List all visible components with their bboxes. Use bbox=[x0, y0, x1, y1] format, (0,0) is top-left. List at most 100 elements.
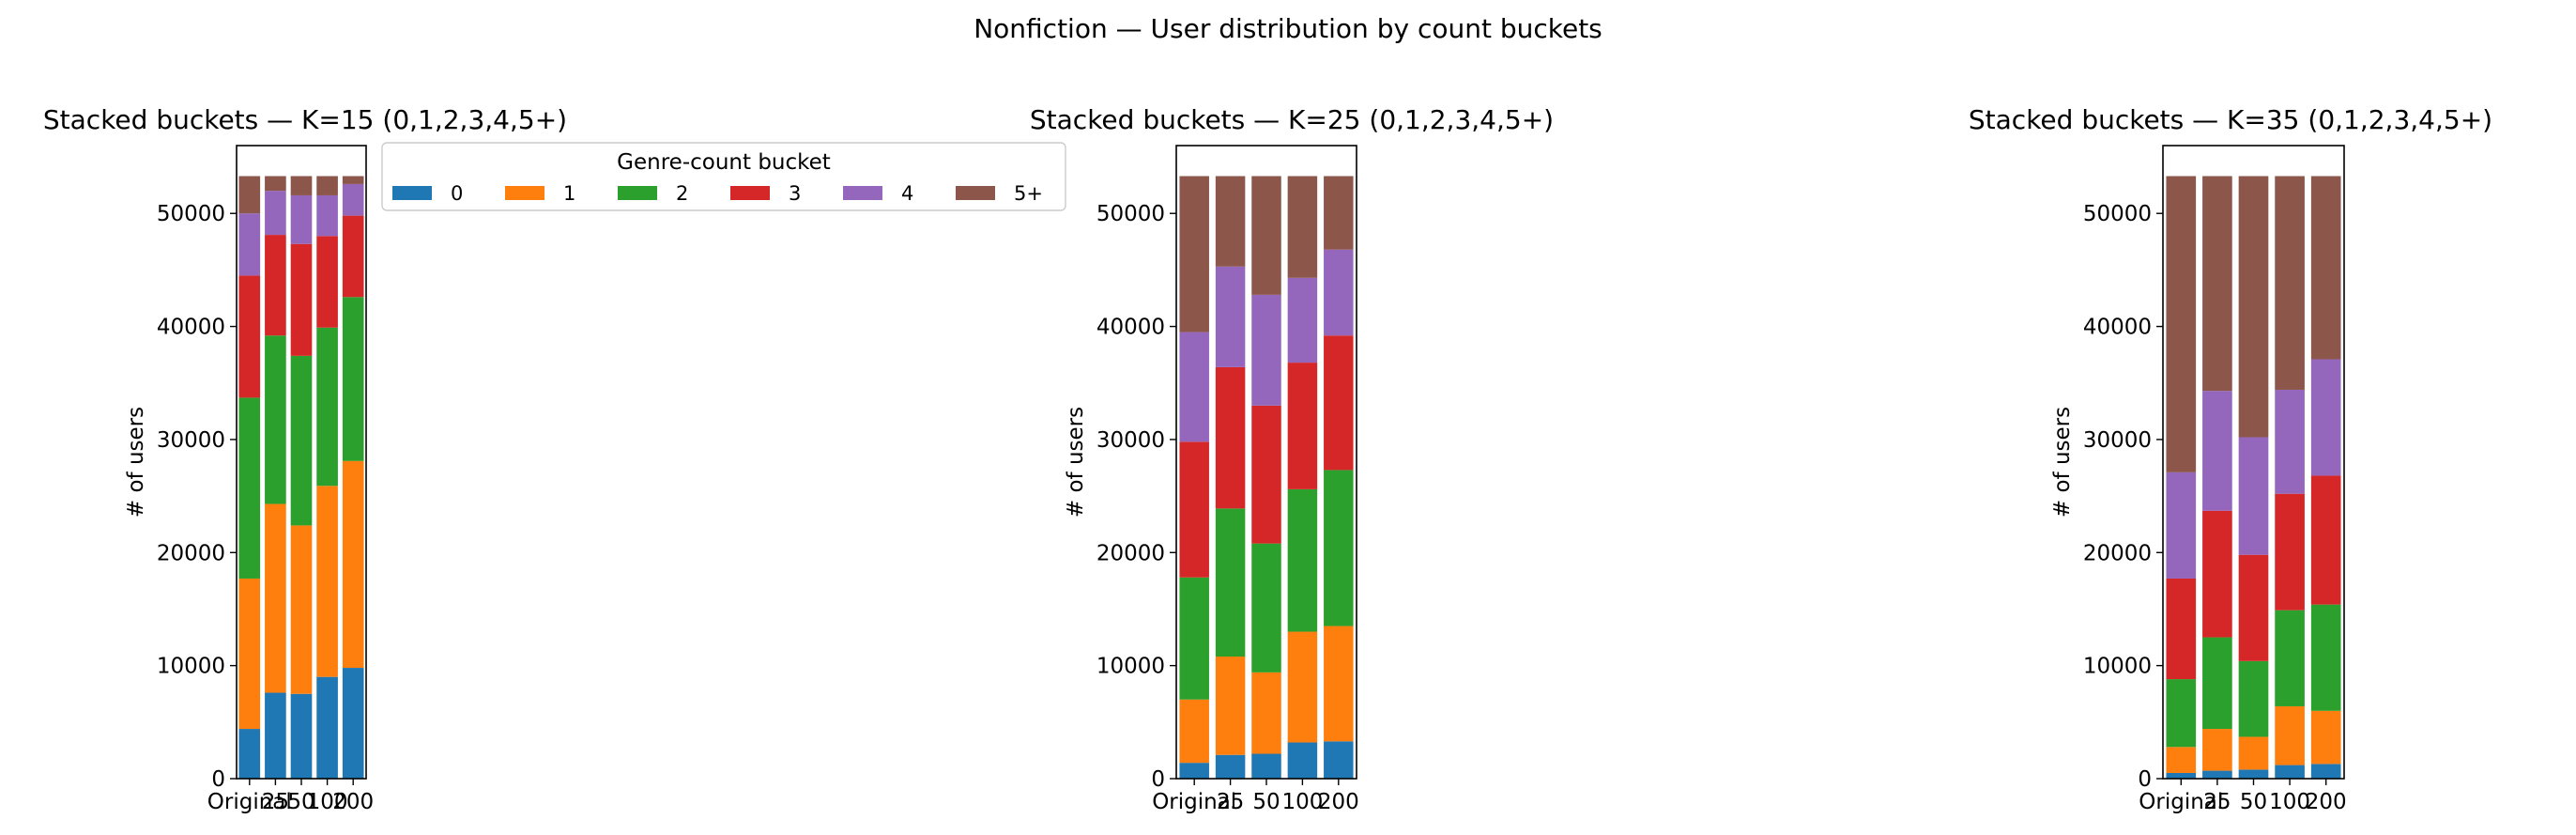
bar-segment-1-4 bbox=[2310, 710, 2341, 765]
bar-segment-1-2 bbox=[1251, 672, 1281, 754]
bar-segment-2-2 bbox=[2238, 660, 2269, 737]
bar-segment-0-4 bbox=[342, 668, 364, 779]
bar-segment-1-2 bbox=[290, 525, 313, 694]
x-tick-label: 50 bbox=[2240, 790, 2267, 814]
bar-segment-4-0 bbox=[238, 213, 261, 276]
bar-segment-5plus-2 bbox=[2238, 176, 2269, 438]
legend: Genre-count bucket 0 1 2 3 4 5+ bbox=[381, 142, 1066, 211]
y-tick-label: 10000 bbox=[2083, 655, 2152, 679]
bar-segment-2-4 bbox=[342, 297, 364, 461]
bar-segment-5plus-1 bbox=[1215, 176, 1246, 267]
bar-segment-0-0 bbox=[238, 729, 261, 779]
panel-k35: Stacked buckets — K=35 (0,1,2,3,4,5+) 0 10… bbox=[1969, 104, 2492, 814]
bar-segment-5plus-3 bbox=[316, 176, 338, 195]
bar-segment-2-0 bbox=[238, 397, 261, 579]
y-axis-label: # of users bbox=[2050, 407, 2075, 518]
bar-segment-5plus-4 bbox=[1324, 176, 1354, 250]
y-tick-label: 50000 bbox=[1096, 202, 1165, 226]
panel-k15: Stacked buckets — K=15 (0,1,2,3,4,5+) 0 10… bbox=[43, 104, 567, 814]
bar-segment-1-3 bbox=[1287, 631, 1318, 743]
legend-label-5plus: 5+ bbox=[1014, 182, 1043, 205]
bar-segment-4-1 bbox=[1215, 266, 1246, 367]
bar-segment-1-2 bbox=[2238, 736, 2269, 770]
bar-segment-5plus-1 bbox=[2202, 176, 2232, 392]
y-tick-label: 30000 bbox=[1096, 428, 1165, 453]
bar-segment-1-3 bbox=[316, 486, 338, 677]
bar-segment-5plus-0 bbox=[238, 176, 261, 214]
bar-segment-2-3 bbox=[1287, 488, 1318, 632]
bar-segment-3-3 bbox=[2275, 493, 2305, 611]
legend-label-4: 4 bbox=[901, 182, 913, 205]
bar-segment-4-4 bbox=[1324, 249, 1354, 336]
panel-k25: Stacked buckets — K=25 (0,1,2,3,4,5+) 0 10… bbox=[1030, 104, 1554, 814]
y-tick-label: 20000 bbox=[2083, 541, 2152, 565]
bar-segment-0-4 bbox=[1324, 741, 1354, 779]
bar-segment-2-1 bbox=[2202, 637, 2232, 730]
bar-segment-4-4 bbox=[342, 183, 364, 216]
bar-segment-0-0 bbox=[1179, 763, 1209, 779]
bar-segment-5plus-3 bbox=[2275, 176, 2305, 390]
bar-segment-4-1 bbox=[2202, 391, 2232, 511]
bar-segment-0-1 bbox=[2202, 770, 2232, 779]
x-tick-label: Original bbox=[2139, 790, 2223, 814]
bar-segment-4-0 bbox=[1179, 332, 1209, 442]
bar-segment-3-4 bbox=[1324, 335, 1354, 471]
bar-segment-3-1 bbox=[265, 235, 286, 336]
y-tick-label: 20000 bbox=[157, 541, 225, 565]
legend-swatch-0 bbox=[392, 186, 432, 200]
legend-label-3: 3 bbox=[789, 182, 801, 205]
bar-segment-1-0 bbox=[238, 578, 261, 730]
bar-segment-0-3 bbox=[2275, 765, 2305, 779]
y-axis-label: # of users bbox=[124, 407, 148, 518]
panel-title: Stacked buckets — K=15 (0,1,2,3,4,5+) bbox=[43, 104, 567, 135]
bar-segment-0-2 bbox=[2238, 769, 2269, 779]
x-tick-label: 100 bbox=[1281, 790, 1323, 814]
bar-segment-2-1 bbox=[1215, 508, 1246, 657]
bar-segment-2-0 bbox=[2166, 679, 2197, 748]
legend-swatch-2 bbox=[618, 186, 657, 200]
y-tick-label: 20000 bbox=[1096, 541, 1165, 565]
bar-segment-2-2 bbox=[290, 355, 313, 526]
bar-segment-4-3 bbox=[316, 194, 338, 237]
bar-segment-1-0 bbox=[2166, 747, 2197, 773]
bar-segment-2-4 bbox=[2310, 604, 2341, 711]
bar-segment-1-1 bbox=[2202, 729, 2232, 771]
bar-segment-1-1 bbox=[1215, 657, 1246, 755]
legend-swatch-5plus bbox=[956, 186, 995, 200]
x-tick-label: 200 bbox=[1318, 790, 1359, 814]
bar-segment-1-4 bbox=[1324, 626, 1354, 742]
bar-segment-3-1 bbox=[2202, 510, 2232, 638]
panel-title: Stacked buckets — K=25 (0,1,2,3,4,5+) bbox=[1030, 104, 1554, 135]
bar-segment-4-2 bbox=[1251, 294, 1281, 406]
bar-segment-4-2 bbox=[290, 194, 313, 244]
x-tick-label: Original bbox=[207, 790, 292, 814]
bar-segment-1-3 bbox=[2275, 705, 2305, 765]
x-tick-label: 200 bbox=[2306, 790, 2347, 814]
legend-title: Genre-count bucket bbox=[617, 150, 831, 175]
x-tick-label: 100 bbox=[2269, 790, 2310, 814]
bar-segment-0-2 bbox=[1251, 753, 1281, 779]
y-tick-label: 30000 bbox=[157, 428, 225, 453]
bar-segment-4-3 bbox=[2275, 389, 2305, 494]
y-tick-label: 0 bbox=[1151, 767, 1165, 792]
legend-label-1: 1 bbox=[563, 182, 575, 205]
bar-segment-2-0 bbox=[1179, 577, 1209, 700]
y-tick-label: 40000 bbox=[2083, 316, 2152, 340]
bar-segment-2-2 bbox=[1251, 543, 1281, 673]
bar-segment-1-4 bbox=[342, 460, 364, 669]
bar-segment-0-2 bbox=[290, 693, 313, 779]
legend-swatch-1 bbox=[505, 186, 544, 200]
bar-segment-3-4 bbox=[2310, 475, 2341, 605]
legend-label-0: 0 bbox=[451, 182, 463, 205]
bar-segment-3-2 bbox=[2238, 554, 2269, 661]
bar-segment-2-3 bbox=[316, 327, 338, 487]
x-tick-label: 100 bbox=[307, 790, 348, 814]
y-tick-label: 40000 bbox=[157, 316, 225, 340]
bar-segment-5plus-3 bbox=[1287, 176, 1318, 278]
bar-segment-0-4 bbox=[2310, 764, 2341, 779]
bar-segment-3-2 bbox=[290, 243, 313, 356]
x-tick-label: 50 bbox=[1252, 790, 1280, 814]
bar-segment-5plus-1 bbox=[265, 176, 286, 192]
bar-segment-2-3 bbox=[2275, 610, 2305, 706]
